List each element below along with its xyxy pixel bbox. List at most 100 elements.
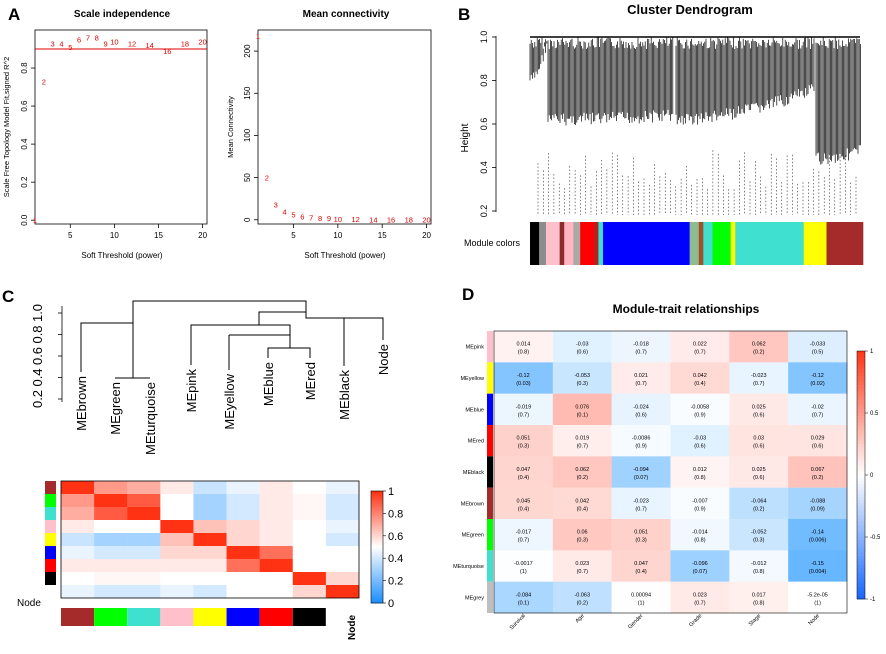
mc-point-6: 6 (300, 212, 304, 221)
adj-cell (193, 572, 227, 586)
trait-cell-corr: 0.062 (575, 467, 589, 473)
si-xtick-label: 20 (198, 231, 207, 240)
d-cbar-step (857, 571, 865, 575)
trait-cell-corr: 0.017 (752, 592, 766, 598)
trait-cell-corr: 0.067 (811, 467, 825, 473)
trait-cell (611, 550, 671, 582)
c-cbar-step (371, 599, 383, 602)
trait-cell-pvalue: (1) (520, 569, 527, 575)
si-xlabel: Soft Threshold (power) (81, 251, 163, 260)
c-row-color-blue (45, 546, 56, 559)
mc-point-20: 20 (422, 216, 430, 225)
trait-cell-pvalue: (0.7) (518, 412, 529, 418)
si-point-18: 18 (181, 39, 189, 48)
d-row-color-mebrown (487, 487, 493, 519)
d-cbar-step (857, 586, 865, 590)
c-colorbar: 1 0.8 0.6 0.4 0.2 0 (370, 486, 403, 610)
adj-cell (193, 559, 227, 573)
trait-cell-corr: -0.03 (576, 342, 589, 348)
d-cbar-step (857, 475, 865, 479)
mc-point-4: 4 (283, 207, 287, 216)
trait-cell-pvalue: (0.6) (753, 444, 764, 450)
dendrogram-title: Cluster Dendrogram (627, 2, 753, 17)
adj-cell (292, 572, 327, 586)
trait-cell-pvalue: (0.7) (577, 569, 588, 575)
trait-cell (729, 362, 789, 394)
c-row-color-brown (45, 481, 56, 494)
trait-cell-corr: 0.022 (693, 342, 707, 348)
panel-letter-b: B (458, 5, 470, 24)
adj-cell (226, 533, 260, 547)
trait-cell (670, 581, 730, 614)
si-point-8: 8 (95, 34, 99, 43)
c-cbar-step (371, 591, 383, 594)
adj-cell (259, 494, 293, 508)
module-color-segment (580, 222, 595, 265)
adj-cell (94, 559, 128, 573)
module-color-segment (712, 222, 732, 265)
adj-cell (61, 546, 95, 560)
adj-cell (325, 572, 360, 586)
trait-cell-pvalue: (0.03) (516, 381, 531, 387)
c-cbar-step (371, 550, 383, 553)
module-trait-title: Module-trait relationships (613, 302, 760, 316)
d-cbar-step (857, 447, 865, 451)
trait-cell-pvalue: (0.4) (518, 506, 529, 512)
c-col-color-green (94, 608, 128, 626)
d-cbar-step (857, 434, 865, 439)
adj-cell (127, 572, 161, 586)
trait-cell (670, 487, 730, 520)
d-cbar-step (857, 564, 865, 569)
module-color-segment (735, 222, 804, 265)
c-cbar-step (371, 533, 383, 537)
c-cbar-step (371, 530, 383, 533)
adj-cell (325, 494, 360, 508)
adj-cell (61, 559, 95, 573)
d-row-label-mebrown: MEbrown (461, 501, 484, 507)
adj-cell (226, 559, 260, 573)
d-cbar-step (857, 537, 865, 541)
d-cbar-step (857, 354, 865, 358)
module-color-segment (703, 222, 713, 265)
trait-cell (611, 487, 671, 520)
d-cbar-step (857, 409, 865, 414)
adj-cell (127, 585, 161, 599)
d-cbar-step (857, 509, 865, 513)
trait-cell-corr: 0.076 (575, 404, 589, 410)
leaf-label-mered: MEred (303, 362, 318, 400)
si-point-6: 6 (77, 36, 81, 45)
module-color-segment (593, 222, 599, 265)
adj-cell (61, 507, 95, 521)
trait-cell-corr: -0.052 (751, 530, 767, 536)
b-ytick-label: 0.6 (479, 118, 489, 131)
trait-cell (670, 425, 730, 457)
adj-cell (160, 533, 194, 547)
trait-cell-corr: -0.12 (811, 373, 824, 379)
adj-cell (292, 520, 327, 534)
si-ytick-label: 0.2 (20, 176, 29, 188)
d-row-color-meblue (487, 393, 493, 425)
trait-cell-corr: -0.063 (574, 592, 590, 598)
trait-cell (788, 581, 848, 614)
d-cbar-step (857, 366, 865, 370)
d-cbar-step (857, 568, 865, 572)
d-cbar-step (857, 552, 865, 556)
c-cbar-step (371, 565, 383, 568)
c-cbar-tick-label: 0.6 (388, 531, 403, 543)
mc-point-9: 9 (327, 214, 331, 223)
eigengene-dendrogram: 1.0 0.8 0.6 0.4 0.2 MEbrown MEgreen MEturquois… (30, 300, 391, 455)
leaf-label-meblack: MEblack (337, 370, 352, 420)
trait-cell (552, 487, 612, 520)
trait-cell-corr: 0.042 (693, 373, 707, 379)
c-cbar-step (371, 554, 383, 557)
trait-cell-pvalue: (0.7) (635, 506, 646, 512)
trait-cell (670, 331, 730, 363)
trait-cell-corr: 0.047 (517, 467, 531, 473)
trait-cell-corr: -0.03 (694, 436, 707, 442)
c-col-color-yellow (193, 608, 227, 626)
trait-cell (552, 581, 612, 614)
trait-cell-pvalue: (0.6) (812, 444, 823, 450)
trait-cell (494, 519, 554, 551)
d-cbar-step (857, 456, 865, 460)
c-cbar-step (371, 517, 383, 520)
